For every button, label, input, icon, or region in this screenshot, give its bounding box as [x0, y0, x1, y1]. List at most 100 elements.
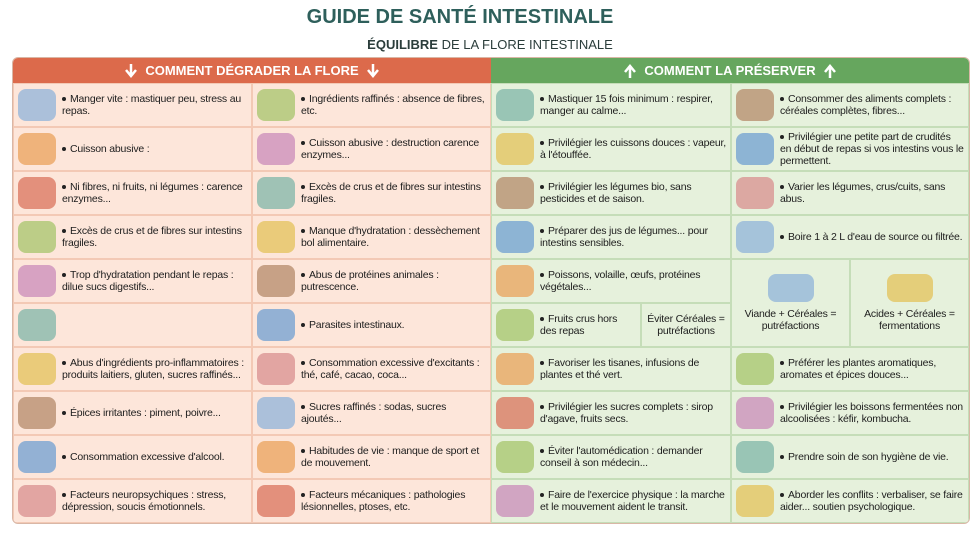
icon	[18, 177, 56, 209]
cell: Épices irritantes : piment, poivre...	[13, 391, 252, 435]
text: Sucres raffinés : sodas, sucres ajoutés.…	[301, 401, 447, 425]
cell: Prendre soin de son hygiène de vie.	[731, 435, 969, 479]
cell-text: Excès de crus et de fibres sur intestins…	[301, 181, 486, 205]
cell-text: Sucres raffinés : sodas, sucres ajoutés.…	[301, 401, 486, 425]
cell-text: Prendre soin de son hygiène de vie.	[780, 451, 949, 463]
text: Mastiquer 15 fois minimum : respirer, ma…	[540, 93, 713, 117]
cell: Habitudes de vie : manque de sport et de…	[252, 435, 491, 479]
cell-text: Privilégier les sucres complets : sirop …	[540, 401, 726, 425]
bullet	[540, 361, 544, 366]
subtitle-bold: ÉQUILIBRE	[367, 37, 438, 52]
cell: Acides + Céréales = fermentations	[850, 259, 969, 347]
icon	[736, 397, 774, 429]
icon	[496, 89, 534, 121]
bullet	[62, 97, 66, 102]
bullet	[301, 97, 305, 102]
bullet	[780, 185, 784, 190]
cell: Préférer les plantes aromatiques, aromat…	[731, 347, 969, 391]
text: Ni fibres, ni fruits, ni légumes : caren…	[62, 181, 243, 205]
arrow-up	[624, 63, 637, 78]
text: Varier les légumes, crus/cuits, sans abu…	[780, 181, 946, 205]
icon	[496, 265, 534, 297]
text: Privilégier les boissons fermentées non …	[780, 401, 963, 425]
bullet	[301, 141, 305, 146]
bullet	[62, 493, 66, 498]
text: Préférer les plantes aromatiques, aromat…	[780, 357, 937, 381]
cell-text: Éviter Céréales = putréfactions	[646, 313, 726, 337]
text: Abus de protéines animales : putrescence…	[301, 269, 439, 293]
cell: Excès de crus et de fibres sur intestins…	[13, 215, 252, 259]
cell: Abus d'ingrédients pro-inflammatoires : …	[13, 347, 252, 391]
cell: Facteurs neuropsychiques : stress, dépre…	[13, 479, 252, 523]
icon	[257, 265, 295, 297]
bullet	[62, 185, 66, 190]
bullet	[301, 449, 305, 454]
bullet	[540, 405, 544, 410]
cell-text: Excès de crus et de fibres sur intestins…	[62, 225, 247, 249]
text: Viande + Céréales = putréfactions	[744, 308, 837, 332]
icon	[257, 133, 295, 165]
text: Consommation excessive d'excitants : thé…	[301, 357, 480, 381]
bullet	[62, 411, 66, 416]
arrow-up	[823, 63, 836, 78]
text: Épices irritantes : piment, poivre...	[70, 407, 221, 419]
cell: Privilégier les sucres complets : sirop …	[491, 391, 731, 435]
cell-text: Cuisson abusive :	[62, 143, 150, 155]
cell: Viande + Céréales = putréfactions	[731, 259, 850, 347]
cell: Consommer des aliments complets : céréal…	[731, 83, 969, 127]
text: Consommation excessive d'alcool.	[70, 451, 225, 463]
bullet	[780, 493, 784, 498]
text: Boire 1 à 2 L d'eau de source ou filtrée…	[788, 231, 963, 243]
cell: Faire de l'exercice physique : la marche…	[491, 479, 731, 523]
icon	[886, 274, 933, 302]
bullet	[62, 229, 66, 234]
cell: Favoriser les tisanes, infusions de plan…	[491, 347, 731, 391]
cell-text: Acides + Céréales = fermentations	[855, 308, 964, 332]
icon	[736, 133, 774, 165]
cell-text: Consommer des aliments complets : céréal…	[780, 93, 964, 117]
bullet	[62, 273, 66, 278]
text: Manger vite : mastiquer peu, stress au r…	[62, 93, 241, 117]
cell-text: Préparer des jus de légumes... pour inte…	[540, 225, 726, 249]
cell-text: Viande + Céréales = putréfactions	[736, 308, 845, 332]
subtitle-rest: DE LA FLORE INTESTINALE	[441, 37, 613, 52]
icon	[18, 485, 56, 517]
icon	[257, 309, 295, 341]
cell: Sucres raffinés : sodas, sucres ajoutés.…	[252, 391, 491, 435]
cell: Mastiquer 15 fois minimum : respirer, ma…	[491, 83, 731, 127]
cell-text: Parasites intestinaux.	[301, 319, 405, 331]
bullet	[301, 273, 305, 278]
bullet	[540, 317, 544, 322]
arrow-down	[125, 63, 138, 78]
cell: Ni fibres, ni fruits, ni légumes : caren…	[13, 171, 252, 215]
heading: COMMENT LA PRÉSERVER	[644, 63, 816, 78]
text: Faire de l'exercice physique : la marche…	[540, 489, 725, 513]
bullet	[62, 361, 66, 366]
bullet	[301, 323, 305, 328]
bullet	[780, 97, 784, 102]
icon	[496, 177, 534, 209]
cell-text: Privilégier une petite part de crudités …	[780, 131, 964, 167]
cell-text: Éviter l'automédication : demander conse…	[540, 445, 726, 469]
cell-text: Poissons, volaille, œufs, protéines végé…	[540, 269, 726, 293]
text: Prendre soin de son hygiène de vie.	[788, 451, 949, 463]
cell: Excès de crus et de fibres sur intestins…	[252, 171, 491, 215]
cell: Manger vite : mastiquer peu, stress au r…	[13, 83, 252, 127]
text: Privilégier les cuissons douces : vapeur…	[540, 137, 726, 161]
bullet	[540, 141, 544, 146]
cell-text: Mastiquer 15 fois minimum : respirer, ma…	[540, 93, 726, 117]
icon	[767, 274, 814, 302]
bullet	[301, 493, 305, 498]
icon	[18, 309, 56, 341]
cell: Éviter Céréales = putréfactions	[641, 303, 731, 347]
icon	[257, 221, 295, 253]
text: Facteurs neuropsychiques : stress, dépre…	[62, 489, 227, 513]
icon	[736, 177, 774, 209]
cell-text: Ingrédients raffinés : absence de fibres…	[301, 93, 486, 117]
icon	[736, 89, 774, 121]
icon	[18, 441, 56, 473]
cell: Consommation excessive d'excitants : thé…	[252, 347, 491, 391]
icon	[736, 441, 774, 473]
cell: Préparer des jus de légumes... pour inte…	[491, 215, 731, 259]
cell: Ingrédients raffinés : absence de fibres…	[252, 83, 491, 127]
